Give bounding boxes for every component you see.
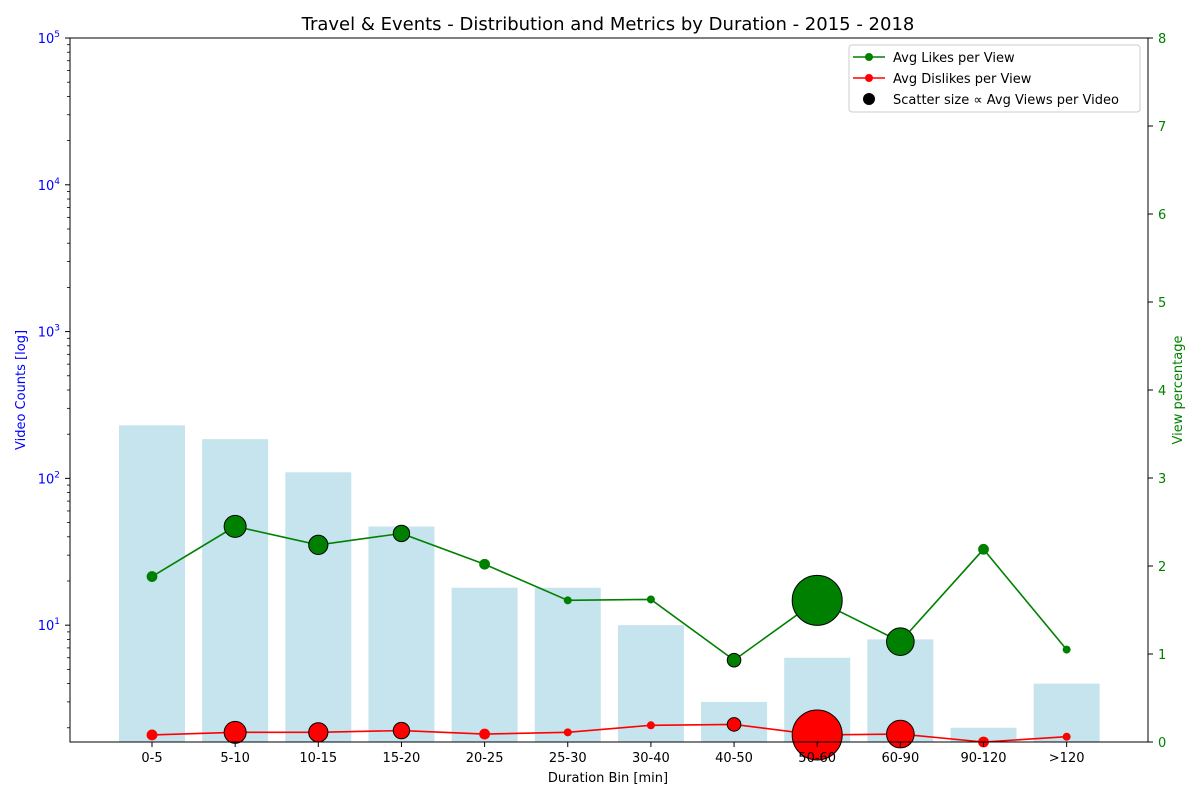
left-tick-label: 102 [38, 470, 60, 487]
bar-20-25 [451, 587, 518, 742]
markers-layer [146, 514, 1071, 761]
series-1-point-15-20 [392, 721, 411, 740]
x-tick-label: 90-120 [960, 751, 1006, 766]
series-1-point-5-10 [223, 720, 247, 744]
x-tick-label: 50-60 [798, 751, 836, 766]
series-1-point-40-50 [726, 717, 742, 732]
left-y-axis: 101 102 103 104 105 [38, 30, 70, 729]
legend-size-label: Scatter size ∝ Avg Views per Video [893, 93, 1119, 108]
bar-10-15 [285, 472, 352, 742]
series-1-point-30-40 [646, 721, 655, 730]
legend-dislikes-marker [865, 74, 873, 82]
series-0-point-30-40 [646, 595, 655, 604]
right-tick-label: 0 [1158, 736, 1166, 751]
x-tick-label: >120 [1049, 751, 1085, 766]
x-tick-label: 25-30 [549, 751, 587, 766]
series-0-point-50-60 [791, 574, 843, 626]
bar-25-30 [534, 587, 601, 742]
chart-title: Travel & Events - Distribution and Metri… [301, 14, 915, 35]
left-tick-label: 104 [38, 177, 61, 194]
bar-90-120 [950, 727, 1017, 742]
right-tick-label: 8 [1158, 32, 1166, 47]
series-1-point-0-5 [146, 729, 158, 741]
right-y-axis-label: View percentage [1171, 336, 1186, 445]
x-tick-label: 20-25 [466, 751, 504, 766]
bar->120 [1033, 683, 1100, 742]
series-0-point->120 [1062, 645, 1071, 654]
right-tick-label: 3 [1158, 472, 1166, 487]
left-y-axis-label: Video Counts [log] [14, 330, 29, 450]
series-1-point-20-25 [479, 728, 490, 740]
left-tick-label: 105 [38, 30, 60, 47]
series-0-point-40-50 [726, 652, 742, 668]
series-0-point-15-20 [392, 524, 411, 543]
x-tick-label: 60-90 [881, 751, 919, 766]
series-1-point-25-30 [563, 728, 572, 737]
x-tick-label: 10-15 [299, 751, 337, 766]
series-0-point-10-15 [308, 534, 329, 555]
right-tick-label: 6 [1158, 208, 1166, 223]
legend-box [848, 44, 1141, 113]
series-0-point-20-25 [479, 558, 490, 570]
series-line-0 [151, 525, 1068, 662]
series-0-point-60-90 [886, 627, 915, 656]
legend: Avg Likes per View Avg Dislikes per View… [848, 44, 1141, 113]
series-1-point->120 [1062, 732, 1071, 741]
right-y-axis: 0 1 2 3 4 5 6 7 8 [1148, 32, 1166, 751]
x-tick-label: 0-5 [141, 751, 162, 766]
series-0-point-5-10 [223, 514, 247, 538]
series-1-point-50-60 [791, 709, 843, 761]
left-tick-label: 103 [38, 324, 60, 341]
legend-size-marker [863, 93, 875, 105]
bar-15-20 [368, 526, 435, 742]
series-1-point-60-90 [886, 719, 915, 749]
series-0-point-0-5 [146, 571, 158, 582]
x-tick-label: 40-50 [715, 751, 753, 766]
x-axis-label: Duration Bin [min] [548, 771, 668, 786]
series-0-point-90-120 [978, 543, 989, 555]
right-tick-label: 4 [1158, 384, 1166, 399]
series-1-point-10-15 [308, 722, 329, 743]
x-axis: 0-5 5-10 10-15 15-20 20-25 25-30 30-40 40-50 50-… [141, 742, 1085, 766]
right-tick-label: 2 [1158, 560, 1166, 575]
legend-likes-label: Avg Likes per View [893, 51, 1015, 66]
right-tick-label: 5 [1158, 296, 1166, 311]
bar-0-5 [119, 425, 185, 742]
legend-dislikes-label: Avg Dislikes per View [893, 72, 1032, 87]
x-tick-label: 5-10 [220, 751, 250, 766]
right-tick-label: 7 [1158, 120, 1166, 135]
left-tick-label: 101 [38, 617, 60, 634]
bar-5-10 [202, 439, 269, 742]
x-tick-label: 30-40 [632, 751, 670, 766]
bars-layer [119, 425, 1100, 742]
right-tick-label: 1 [1158, 648, 1166, 663]
x-tick-label: 15-20 [383, 751, 421, 766]
legend-likes-marker [865, 53, 873, 61]
series-0-point-25-30 [563, 596, 572, 605]
